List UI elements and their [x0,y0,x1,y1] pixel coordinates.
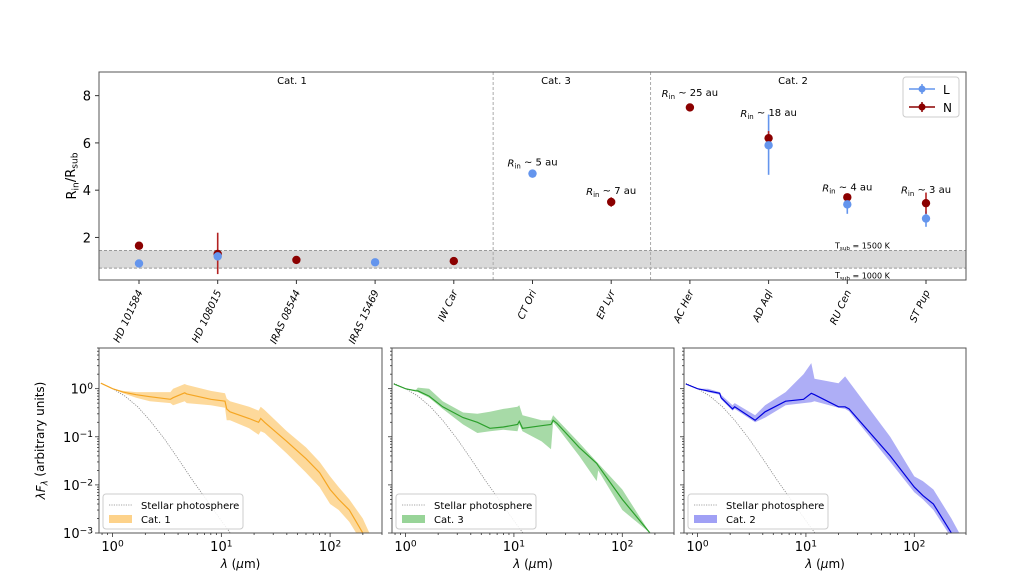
x-tick-label: HD 101584 [112,289,146,345]
x-tick-label: HD 108015 [191,289,225,345]
plot-area [685,363,960,533]
x-tick-label: IW Car [436,288,460,324]
x-tick-label: EP Lyr [595,288,618,321]
legend-band-label: Cat. 2 [726,515,756,526]
median-sed-line [685,383,953,533]
legend-box [395,493,537,530]
plot-frame [391,347,675,534]
y-tick-label: 2 [83,231,91,246]
rin-annotation: Rin ~ 5 au [507,158,557,171]
rin-annotation: Rin ~ 18 au [740,108,796,121]
rin-annotation: Rin ~ 3 au [901,185,951,198]
x-tick-label: AD Aql [751,288,776,324]
uncertainty-band [393,384,650,533]
x-axis-label: λ (μm) [512,557,553,571]
point-L [528,169,537,178]
median-sed-line [100,382,364,533]
legend-band-label: Cat. 1 [141,515,171,526]
plot-area [100,382,370,533]
band-lower-label: Tsub = 1000 K [834,271,891,282]
x-tick-label: 102 [611,539,633,555]
legend-band-label: Cat. 3 [434,515,464,526]
rin-annotation: Rin ~ 7 au [586,186,636,199]
x-axis-label: λ (μm) [804,557,845,571]
rin-annotation: Rin ~ 4 au [822,182,872,195]
plot-area [393,382,651,533]
y-axis-label: Rin/Rsub [64,152,82,199]
point-N [449,256,458,266]
point-N [607,197,616,207]
point-N [292,255,301,265]
x-tick-label: 100 [101,539,124,555]
x-tick-label: IRAS 15469 [347,289,382,346]
point-L [843,200,852,209]
point-N [685,103,695,112]
y-tick-label: 4 [83,184,91,199]
legend-band-swatch [402,515,425,523]
legend-photosphere-label: Stellar photosphere [434,501,532,512]
group-label: Cat. 1 [277,76,307,87]
photosphere-line [100,382,231,533]
y-axis-label: λFλ (arbitrary units) [33,382,50,501]
x-axis-label: λ (μm) [220,557,261,571]
x-tick-label: 100 [686,539,709,555]
sed-panel-cat3: 100 101 102 λ (μm) Stellar photosphere Cat. 3 [388,347,675,571]
sed-panel-cat2: 100 101 102 λ (μm) Stellar photosphere Cat. 2 [680,347,967,571]
x-tick-label: CT Ori [516,288,539,321]
plot-frame [683,347,967,534]
sed-panel-cat1: 100 101 102 λ (μm) 100 10−1 10−2 10−3 λFλ (arbit… [33,347,383,571]
sublimation-band [99,250,966,269]
point-L [764,141,773,150]
x-tick-label: 102 [319,539,341,555]
legend-box [102,493,244,530]
x-tick-label: 102 [903,539,925,555]
point-L [370,258,380,267]
legend-photosphere-label: Stellar photosphere [726,501,824,512]
y-tick-label: 10−2 [63,478,93,494]
plot-frame [98,347,383,534]
x-tick-label: 101 [210,539,232,555]
photosphere-line [393,382,524,533]
point-L [921,214,931,223]
point-L [134,259,144,268]
legend-marker-N [918,103,926,111]
point-N [134,241,144,250]
group-label: Cat. 3 [541,76,571,87]
x-tick-label: 100 [394,539,417,555]
x-tick-label: RU Cen [828,289,854,327]
legend-label-N: N [943,101,952,115]
legend-photosphere-label: Stellar photosphere [141,501,239,512]
group-label: Cat. 2 [778,76,808,87]
photosphere-line [685,382,816,533]
y-tick-label: 6 [83,137,91,152]
x-tick-label: 101 [795,539,817,555]
point-L [213,252,222,261]
legend: Stellar photosphere Cat. 3 [395,493,537,530]
y-tick-label: 10−1 [63,430,93,446]
y-tick-label: 8 [83,90,91,105]
legend-band-swatch [694,515,717,523]
legend-box [687,493,829,530]
legend: LN [902,76,960,118]
point-N [843,193,852,202]
y-tick-label: 10−3 [63,526,93,542]
x-tick-label: IRAS 08544 [269,289,304,346]
legend: Stellar photosphere Cat. 2 [687,493,829,530]
x-tick-label: AC Her [672,288,697,326]
rin-rsub-panel: Tsub = 1500 K Tsub = 1000 K Cat. 1 Cat. 3 Ca… [64,71,967,346]
rin-annotation: Rin ~ 25 au [662,88,718,101]
uncertainty-band [685,363,960,533]
y-tick-label: 100 [71,382,94,398]
band-upper-label: Tsub = 1500 K [834,241,891,252]
x-tick-label: ST Pup [908,289,932,325]
point-N [764,133,773,143]
legend-marker-L [918,85,926,93]
point-N [921,198,931,208]
legend: Stellar photosphere Cat. 1 [102,493,244,530]
legend-band-swatch [109,515,132,523]
x-tick-label: 101 [503,539,525,555]
legend-label-L: L [943,83,950,97]
median-sed-line [393,383,651,533]
